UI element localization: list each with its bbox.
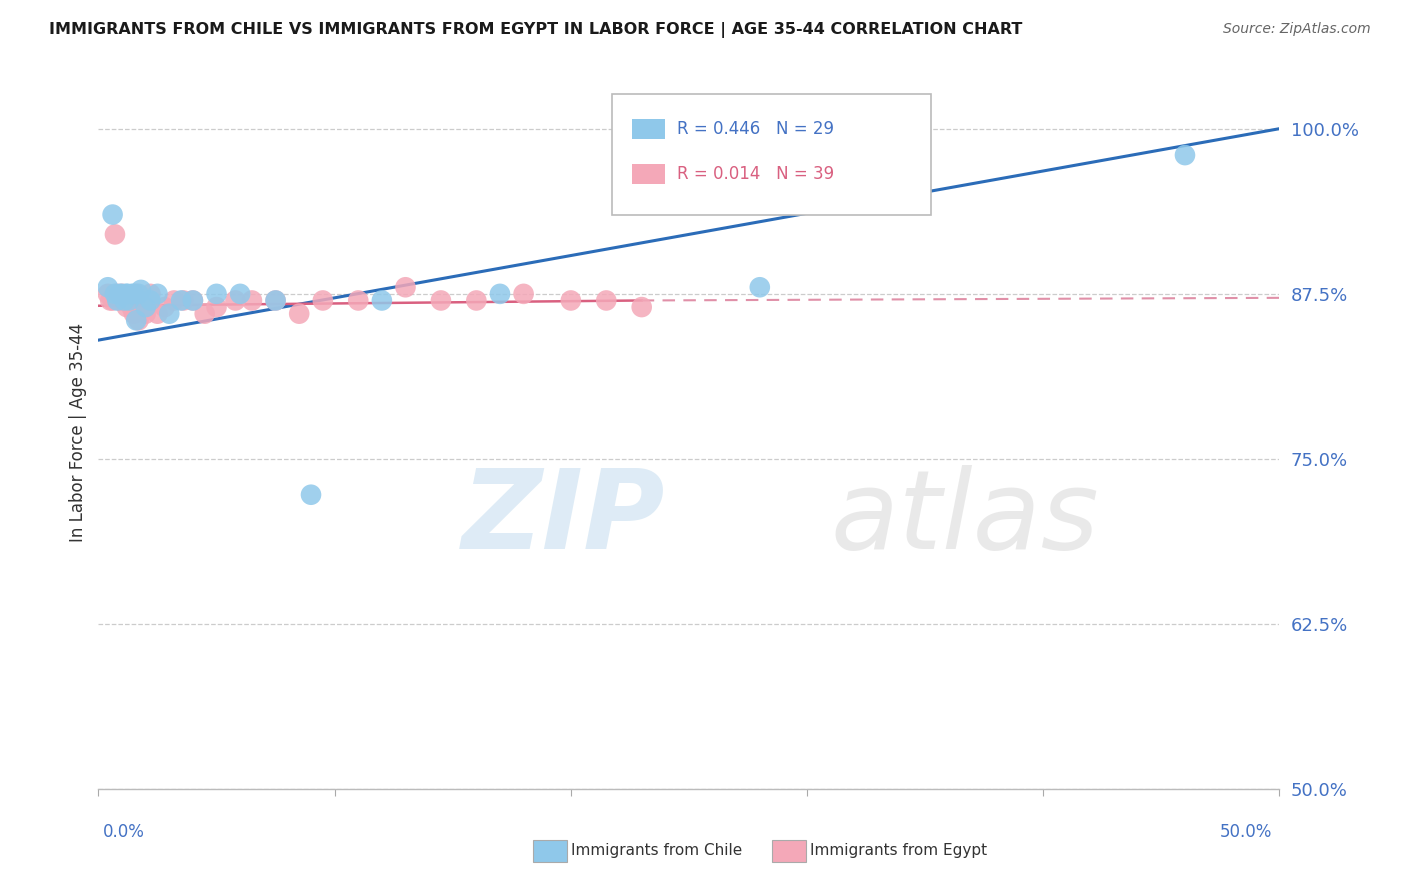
Point: [512, 286, 534, 301]
Point: [139, 286, 162, 301]
Point: [101, 293, 124, 308]
Point: [121, 286, 143, 301]
Point: [108, 293, 131, 308]
Point: [104, 286, 127, 301]
Point: [465, 293, 488, 308]
Point: [1174, 148, 1197, 162]
Point: [112, 293, 135, 308]
Text: ZIP: ZIP: [461, 465, 665, 572]
Point: [125, 313, 148, 327]
Point: [630, 300, 652, 314]
FancyBboxPatch shape: [612, 94, 931, 215]
Point: [101, 208, 124, 222]
Point: [132, 300, 155, 314]
Point: [312, 293, 335, 308]
Point: [170, 293, 193, 308]
Point: [105, 293, 128, 308]
Point: [748, 280, 770, 294]
Bar: [633, 164, 665, 185]
Point: [129, 283, 152, 297]
Point: [135, 300, 157, 314]
Point: [104, 227, 127, 242]
Bar: [633, 120, 665, 139]
Point: [153, 300, 176, 314]
Point: [139, 293, 162, 308]
Point: [112, 293, 135, 308]
Point: [229, 286, 252, 301]
Point: [128, 313, 150, 327]
Text: IMMIGRANTS FROM CHILE VS IMMIGRANTS FROM EGYPT IN LABOR FORCE | AGE 35-44 CORREL: IMMIGRANTS FROM CHILE VS IMMIGRANTS FROM…: [49, 22, 1022, 38]
Point: [105, 286, 128, 301]
Point: [135, 307, 157, 321]
Text: 50.0%: 50.0%: [1220, 823, 1272, 841]
Text: R = 0.014   N = 39: R = 0.014 N = 39: [678, 165, 834, 183]
Text: Immigrants from Chile: Immigrants from Chile: [571, 844, 742, 858]
Point: [371, 293, 394, 308]
Point: [97, 286, 120, 301]
Point: [108, 286, 131, 301]
Point: [122, 307, 145, 321]
Point: [118, 293, 141, 308]
Point: [115, 300, 138, 314]
Point: [97, 280, 120, 294]
Point: [430, 293, 453, 308]
Point: [146, 307, 169, 321]
Point: [172, 293, 194, 308]
Point: [347, 293, 370, 308]
Point: [111, 286, 134, 301]
Point: [121, 300, 143, 314]
Point: [224, 293, 246, 308]
Point: [264, 293, 287, 308]
Point: [111, 286, 134, 301]
Point: [560, 293, 582, 308]
Point: [194, 307, 217, 321]
Point: [205, 300, 228, 314]
Point: [122, 286, 145, 301]
Point: [288, 307, 311, 321]
Point: [115, 286, 138, 301]
Point: [489, 286, 512, 301]
Point: [205, 286, 228, 301]
Point: [118, 293, 141, 308]
Point: [125, 286, 148, 301]
Y-axis label: In Labor Force | Age 35-44: In Labor Force | Age 35-44: [69, 323, 87, 542]
Text: Immigrants from Egypt: Immigrants from Egypt: [810, 844, 987, 858]
Point: [264, 293, 287, 308]
Point: [181, 293, 204, 308]
Point: [181, 293, 204, 308]
Point: [129, 293, 152, 308]
Point: [115, 293, 138, 308]
Point: [146, 286, 169, 301]
Point: [394, 280, 416, 294]
Point: [157, 307, 180, 321]
Point: [595, 293, 617, 308]
Point: [128, 286, 150, 301]
Text: Source: ZipAtlas.com: Source: ZipAtlas.com: [1223, 22, 1371, 37]
Point: [98, 293, 121, 308]
Text: 0.0%: 0.0%: [103, 823, 145, 841]
Point: [299, 488, 322, 502]
Text: atlas: atlas: [831, 465, 1099, 572]
Text: R = 0.446   N = 29: R = 0.446 N = 29: [678, 120, 834, 138]
Point: [115, 286, 138, 301]
Point: [163, 293, 186, 308]
Point: [240, 293, 263, 308]
